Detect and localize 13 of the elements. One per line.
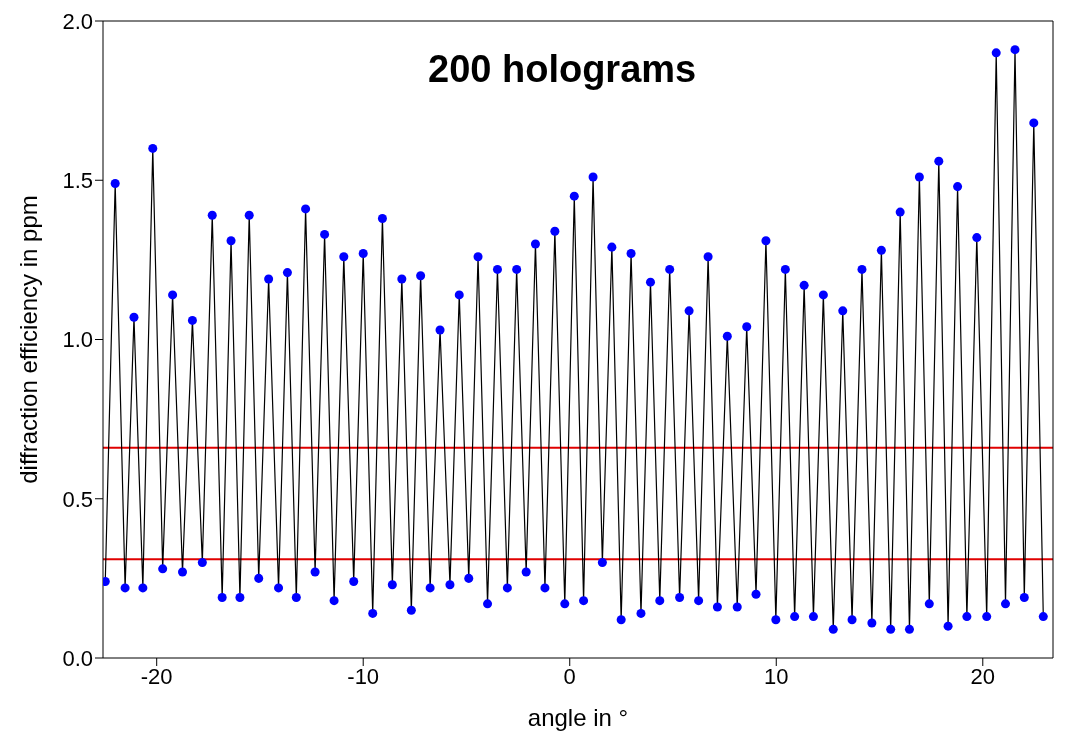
y-tick-label: 1.0 [62, 327, 93, 353]
y-tick-label: 0.0 [62, 645, 93, 671]
y-tick-label: 1.5 [62, 168, 93, 194]
x-tick-label: -20 [140, 663, 173, 689]
annotation: 200 holograms [428, 48, 697, 91]
y-axis-title: diffraction efficiency in ppm [14, 195, 42, 484]
x-tick-label: 0 [563, 663, 576, 689]
x-axis-title: angle in ° [527, 704, 629, 731]
x-tick-label: 20 [970, 663, 996, 689]
y-tick-label: 0.5 [62, 486, 93, 512]
x-tick-label: 10 [764, 663, 789, 689]
x-tick-label: -10 [347, 663, 380, 689]
y-tick-label: 2.0 [62, 8, 93, 34]
